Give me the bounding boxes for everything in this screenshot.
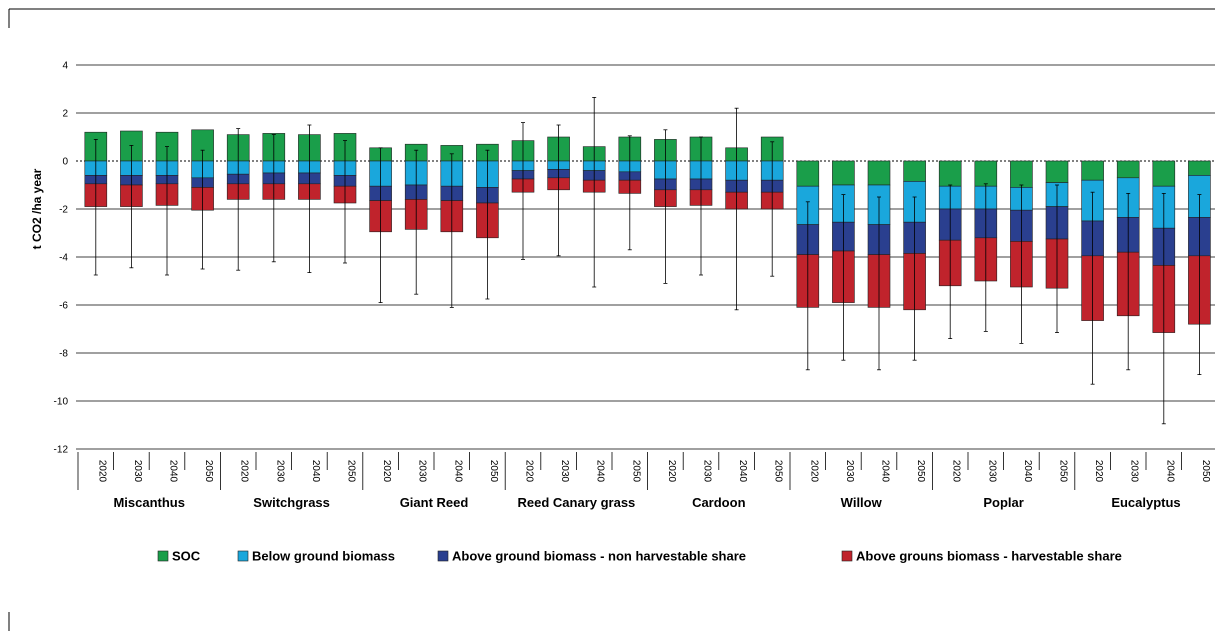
y-tick-label: -2: [59, 205, 68, 216]
legend-swatch: [841, 550, 853, 562]
x-tick-label-year: 2050: [630, 460, 641, 483]
y-tick-label: 0: [62, 157, 68, 168]
x-tick-label-year: 2050: [346, 460, 357, 483]
legend-swatch: [237, 550, 249, 562]
x-tick-label-year: 2030: [702, 460, 713, 483]
soc-segment: [1116, 160, 1140, 179]
y-tick-label: -12: [54, 445, 69, 456]
x-tick-label-year: 2020: [951, 460, 962, 483]
x-tick-label-year: 2040: [452, 460, 463, 483]
x-tick-label-year: 2040: [880, 460, 891, 483]
y-axis-ticks: 4 2 0 -2 -4 -6 -8 -10 -12: [54, 61, 69, 456]
soc-segment: [1152, 160, 1176, 187]
group-label: Eucalyptus: [1111, 495, 1180, 510]
x-tick-label-year: 2050: [203, 460, 214, 483]
legend-entry: Above grouns biomass - harvestable share: [856, 549, 1122, 564]
y-axis-label: t CO2 /ha year: [30, 168, 44, 249]
x-tick-label-year: 2020: [1093, 460, 1104, 483]
x-tick-label-year: 2030: [844, 460, 855, 483]
x-tick-label-year: 2020: [381, 460, 392, 483]
soc-segment: [867, 160, 891, 186]
x-tick-label-year: 2030: [274, 460, 285, 483]
x-tick-label-year: 2050: [1058, 460, 1069, 483]
legend-entry: Above ground biomass - non harvestable s…: [452, 549, 746, 564]
soc-segment: [796, 160, 820, 187]
group-label: Miscanthus: [113, 495, 185, 510]
y-tick-label: -8: [59, 349, 68, 360]
group-label: Poplar: [983, 495, 1023, 510]
y-tick-label: 2: [62, 109, 68, 120]
y-tick-label: -10: [54, 397, 69, 408]
legend: SOC Below ground biomass Above ground biom…: [157, 549, 1122, 564]
legend-entry: SOC: [172, 549, 201, 564]
soc-segment: [974, 160, 998, 187]
group-label: Willow: [841, 495, 883, 510]
x-tick-label-year: 2040: [1022, 460, 1033, 483]
soc-segment: [903, 160, 926, 182]
x-tick-label-year: 2030: [132, 460, 143, 483]
x-tick-label-year: 2040: [1164, 460, 1175, 483]
x-tick-label-year: 2020: [524, 460, 535, 483]
soc-segment: [938, 160, 962, 187]
legend-swatch: [437, 550, 449, 562]
x-tick-label-year: 2030: [986, 460, 997, 483]
x-tick-label-year: 2040: [310, 460, 321, 483]
x-tick-label-year: 2030: [417, 460, 428, 483]
x-tick-label-year: 2020: [666, 460, 677, 483]
y-tick-label: -4: [59, 253, 68, 264]
x-tick-label-year: 2020: [808, 460, 819, 483]
soc-segment: [1081, 160, 1104, 181]
x-tick-label-year: 2020: [96, 460, 107, 483]
x-tick-label-year: 2040: [595, 460, 606, 483]
y-tick-label: 4: [62, 61, 68, 72]
legend-swatch: [157, 550, 169, 562]
soc-segment: [1188, 160, 1211, 176]
soc-segment: [832, 160, 855, 186]
group-label: Giant Reed: [400, 495, 469, 510]
group-label: Switchgrass: [253, 495, 330, 510]
legend-entry: Below ground biomass: [252, 549, 395, 564]
soc-segment: [1010, 160, 1033, 188]
x-tick-label-year: 2030: [559, 460, 570, 483]
x-tick-label-year: 2040: [737, 460, 748, 483]
error-bars: [93, 97, 1202, 425]
x-tick-label-year: 2050: [1200, 460, 1211, 483]
y-tick-label: -6: [59, 301, 68, 312]
x-tick-label-year: 2030: [1129, 460, 1140, 483]
x-tick-label-year: 2020: [239, 460, 250, 483]
group-label: Cardoon: [692, 495, 746, 510]
group-label: Reed Canary grass: [518, 495, 636, 510]
x-axis: 2020 2030 2040 2050 2020 2030 2040 2050 2020 2030…: [77, 452, 1211, 510]
x-tick-label-year: 2050: [773, 460, 784, 483]
soc-segment: [1045, 160, 1069, 183]
x-tick-label-year: 2050: [915, 460, 926, 483]
x-tick-label-year: 2040: [168, 460, 179, 483]
x-tick-label-year: 2050: [488, 460, 499, 483]
